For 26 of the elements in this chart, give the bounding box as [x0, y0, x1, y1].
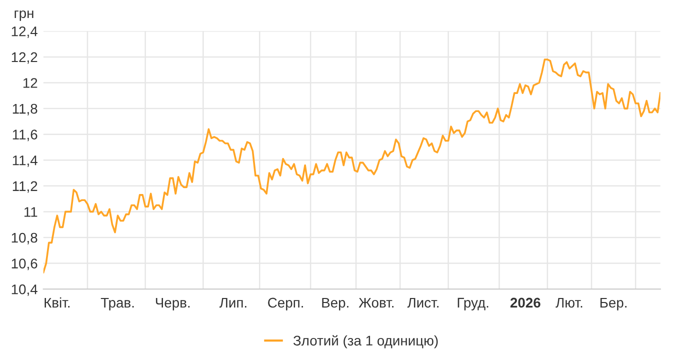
x-tick-label: Груд.	[458, 298, 488, 310]
x-tick-label: Черв.	[156, 298, 190, 310]
y-tick-label: 11,4	[12, 156, 38, 167]
y-tick-label: 12	[23, 78, 38, 88]
x-tick-label: Вер.	[322, 298, 348, 310]
y-tick-label: 11,6	[12, 130, 38, 142]
y-tick-label: 12,4	[12, 26, 38, 38]
y-tick-label: 10,4	[12, 284, 38, 296]
x-tick-label: Жовт.	[358, 298, 394, 308]
x-tick-label: Трав.	[100, 298, 134, 310]
y-tick-label: 11,8	[12, 104, 38, 116]
y-tick-label: 11,2	[12, 181, 38, 193]
y-tick-label: 12,2	[12, 52, 38, 64]
legend-label: Злотий (за 1 одиницю)	[293, 335, 438, 348]
x-tick-label: Лют.	[556, 298, 582, 308]
x-tick-label: Лист.	[407, 298, 438, 308]
y-tick-label: 10,8	[12, 232, 38, 244]
x-tick-label: Квіт.	[44, 297, 70, 308]
line-series	[43, 58, 660, 274]
y-axis-title: грн	[14, 10, 34, 21]
y-tick-label: 10,6	[12, 258, 38, 270]
x-tick-label: Лип.	[219, 298, 246, 308]
x-tick-label: Бер.	[600, 298, 626, 310]
x-tick-label: Серп.	[268, 298, 303, 310]
y-tick-label: 11	[24, 207, 38, 217]
x-tick-label: 2026	[510, 298, 540, 308]
